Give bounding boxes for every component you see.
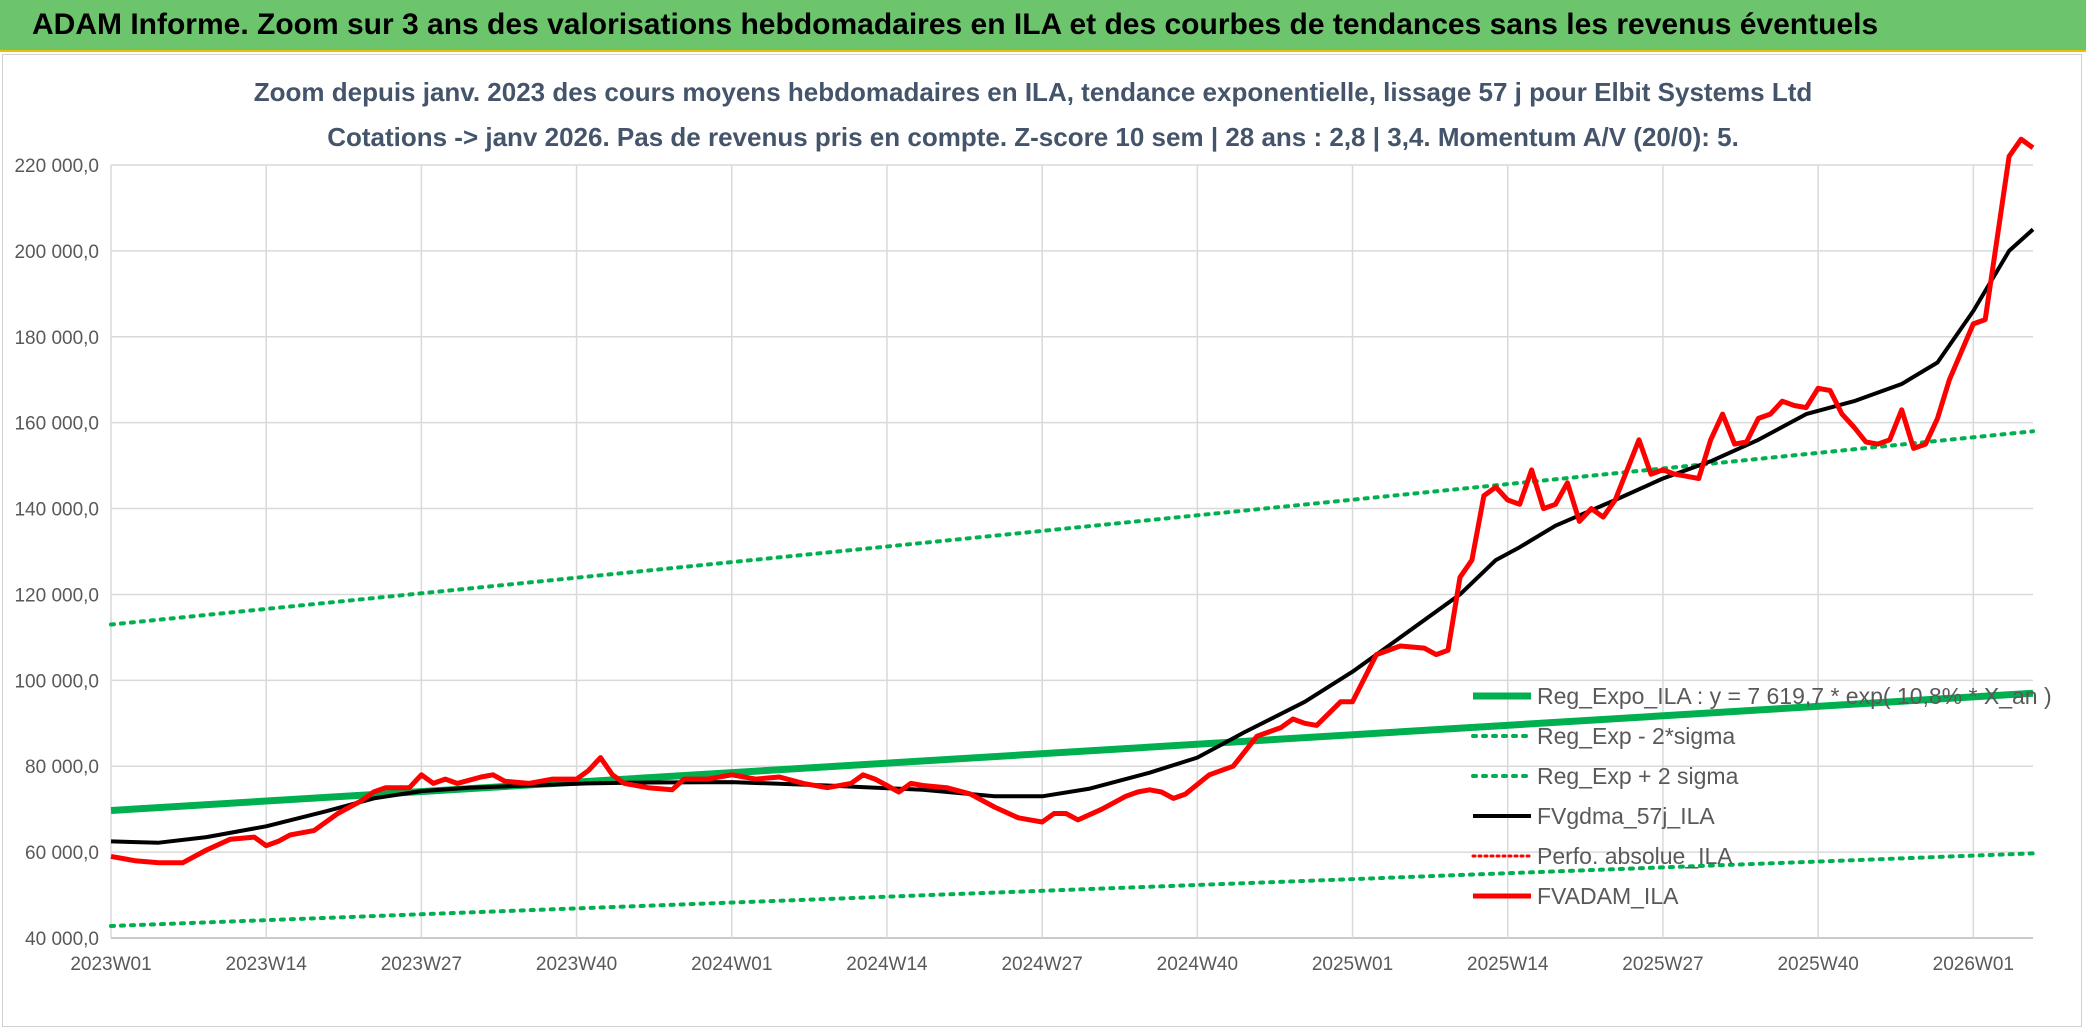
x-tick-label: 2025W01 bbox=[1312, 954, 1393, 975]
y-tick-label: 100 000,0 bbox=[14, 671, 99, 692]
x-tick-label: 2024W01 bbox=[691, 954, 772, 975]
x-tick-label: 2023W14 bbox=[226, 954, 308, 975]
legend-label-ma: FVgdma_57j_ILA bbox=[1537, 803, 1715, 829]
x-tick-label: 2026W01 bbox=[1933, 954, 2014, 975]
x-tick-label: 2023W40 bbox=[536, 954, 617, 975]
series-lines bbox=[109, 136, 2035, 928]
grid-lines bbox=[110, 164, 2033, 939]
series-reg-minus-2sigma bbox=[109, 851, 2035, 928]
y-tick-label: 160 000,0 bbox=[14, 414, 99, 435]
y-tick-label: 140 000,0 bbox=[14, 500, 99, 521]
series-reg-plus-2sigma bbox=[109, 429, 2035, 627]
x-tick-label: 2024W27 bbox=[1001, 954, 1082, 975]
report-banner: ADAM Informe. Zoom sur 3 ans des valoris… bbox=[0, 0, 2086, 52]
legend-label-perfo: Perfo. absolue_ILA bbox=[1537, 843, 1733, 869]
x-tick-label: 2023W27 bbox=[381, 954, 462, 975]
y-tick-label: 60 000,0 bbox=[25, 843, 99, 864]
legend-label-price: FVADAM_ILA bbox=[1537, 883, 1679, 909]
legend: Reg_Expo_ILA : y = 7 619,7 * exp( 10,8% … bbox=[1471, 683, 2052, 909]
x-tick-label: 2024W40 bbox=[1157, 954, 1238, 975]
legend-label-reg-plus: Reg_Exp + 2 sigma bbox=[1537, 763, 1739, 789]
report-title: ADAM Informe. Zoom sur 3 ans des valoris… bbox=[32, 8, 1879, 41]
chart-frame: Zoom depuis janv. 2023 des cours moyens … bbox=[2, 54, 2082, 1027]
y-tick-label: 40 000,0 bbox=[25, 929, 99, 950]
x-tick-label: 2025W14 bbox=[1467, 954, 1549, 975]
y-tick-label: 120 000,0 bbox=[14, 585, 99, 606]
x-axis-ticks: 2023W01 2023W14 2023W27 2023W40 2024W01 2024W… bbox=[70, 954, 2014, 975]
y-tick-label: 80 000,0 bbox=[25, 757, 99, 778]
series-fvadam-price bbox=[110, 136, 2035, 866]
series-ma-57j bbox=[110, 227, 2035, 845]
y-tick-label: 200 000,0 bbox=[14, 242, 99, 263]
line-chart: Zoom depuis janv. 2023 des cours moyens … bbox=[14, 77, 2052, 975]
y-axis-ticks: 40 000,0 60 000,0 80 000,0 100 000,0 120 000… bbox=[14, 156, 99, 950]
x-tick-label: 2025W40 bbox=[1777, 954, 1858, 975]
x-tick-label: 2023W01 bbox=[70, 954, 151, 975]
y-tick-label: 180 000,0 bbox=[14, 328, 99, 349]
legend-label-reg-minus: Reg_Exp - 2*sigma bbox=[1537, 723, 1735, 749]
x-tick-label: 2024W14 bbox=[846, 954, 928, 975]
y-tick-label: 220 000,0 bbox=[14, 156, 99, 177]
x-tick-label: 2025W27 bbox=[1622, 954, 1703, 975]
chart-title-line-1: Zoom depuis janv. 2023 des cours moyens … bbox=[254, 77, 1813, 107]
chart-title-line-2: Cotations -> janv 2026. Pas de revenus p… bbox=[327, 122, 1739, 152]
legend-label-reg-expo: Reg_Expo_ILA : y = 7 619,7 * exp( 10,8% … bbox=[1537, 683, 2052, 709]
